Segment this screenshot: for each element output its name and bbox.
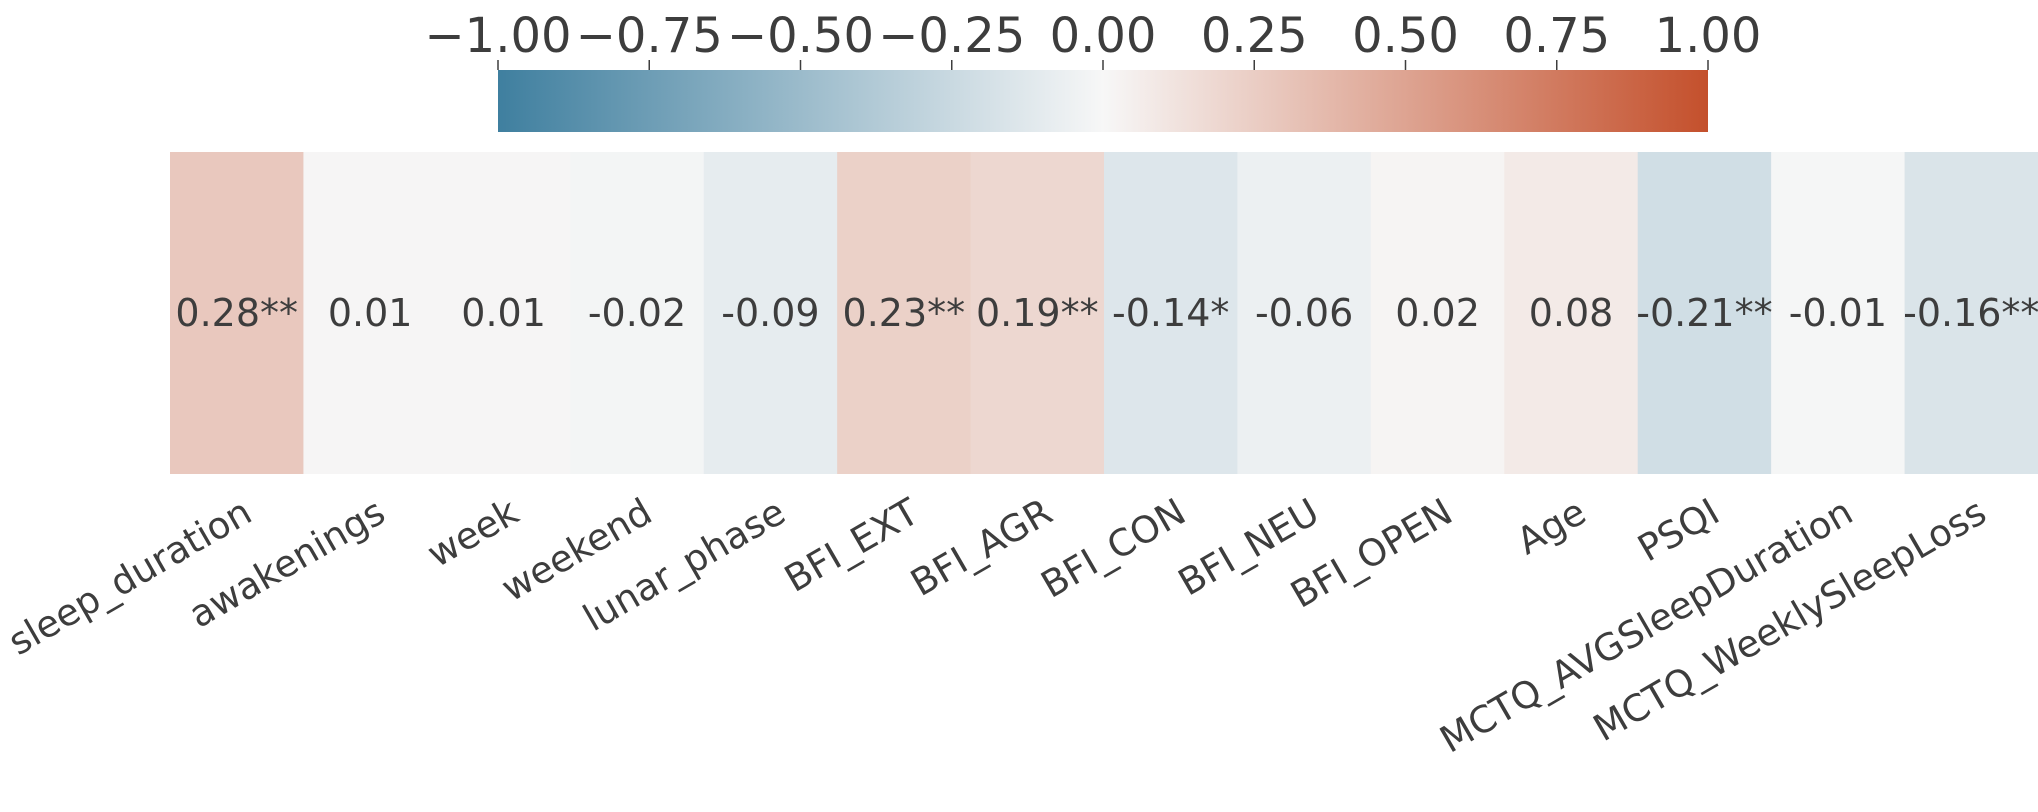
heatmap-cell bbox=[303, 152, 438, 474]
cell-value-label: 0.19** bbox=[976, 291, 1099, 335]
colorbar-tick-label: 0.00 bbox=[1050, 8, 1157, 64]
cell-value-label: -0.06 bbox=[1255, 291, 1353, 335]
colorbar-tick-label: −0.50 bbox=[727, 8, 874, 64]
cell-value-label: -0.14* bbox=[1112, 291, 1229, 335]
heatmap-cell bbox=[570, 152, 705, 474]
colorbar-tick-label: −1.00 bbox=[424, 8, 571, 64]
cell-value-label: -0.16** bbox=[1903, 291, 2038, 335]
x-tick-label: BFI_CON bbox=[1034, 490, 1193, 607]
cell-value-label: 0.23** bbox=[843, 291, 966, 335]
colorbar-ticks: −1.00 −0.75 −0.50 −0.25 0.00 0.25 0.50 0.75 1.00 bbox=[424, 8, 1761, 70]
heatmap-cell bbox=[837, 152, 972, 474]
cell-value-label: -0.09 bbox=[721, 291, 819, 335]
cell-value-label: 0.02 bbox=[1395, 291, 1480, 335]
heatmap-cell bbox=[1237, 152, 1372, 474]
colorbar-tick-label: 0.75 bbox=[1503, 8, 1610, 64]
heatmap-cell bbox=[436, 152, 571, 474]
heatmap-cells bbox=[170, 152, 2038, 474]
x-tick-label: Age bbox=[1510, 490, 1593, 563]
cell-value-labels: 0.28** 0.01 0.01 -0.02 -0.09 0.23** 0.19** -0.1… bbox=[175, 291, 2038, 335]
colorbar-tick-label: 1.00 bbox=[1655, 8, 1762, 64]
heatmap-cell bbox=[970, 152, 1105, 474]
colorbar-tick-label: −0.25 bbox=[878, 8, 1025, 64]
colorbar-tick-label: 0.25 bbox=[1201, 8, 1308, 64]
cell-value-label: -0.02 bbox=[588, 291, 686, 335]
colorbar-tick-label: −0.75 bbox=[576, 8, 723, 64]
heatmap-cell bbox=[703, 152, 838, 474]
heatmap-cell bbox=[1771, 152, 1906, 474]
heatmap-cell bbox=[1104, 152, 1238, 474]
heatmap-cell bbox=[1370, 152, 1505, 474]
cell-value-label: -0.01 bbox=[1789, 291, 1887, 335]
heatmap-cell bbox=[170, 152, 304, 474]
x-tick-label: PSQI bbox=[1631, 490, 1727, 570]
heatmap-cell bbox=[1504, 152, 1639, 474]
x-tick-label: BFI_AGR bbox=[904, 490, 1060, 605]
colorbar: −1.00 −0.75 −0.50 −0.25 0.00 0.25 0.50 0.75 1.00 bbox=[424, 8, 1761, 132]
x-tick-label: BFI_EXT bbox=[777, 490, 926, 601]
heatmap-cell bbox=[1904, 152, 2038, 474]
cell-value-label: 0.28** bbox=[175, 291, 298, 335]
colorbar-gradient bbox=[498, 70, 1708, 132]
cell-value-label: 0.01 bbox=[461, 291, 546, 335]
cell-value-label: -0.21** bbox=[1636, 291, 1772, 335]
heatmap-cell bbox=[1637, 152, 1772, 474]
cell-value-label: 0.08 bbox=[1529, 291, 1614, 335]
cell-value-label: 0.01 bbox=[328, 291, 413, 335]
colorbar-tick-label: 0.50 bbox=[1352, 8, 1459, 64]
